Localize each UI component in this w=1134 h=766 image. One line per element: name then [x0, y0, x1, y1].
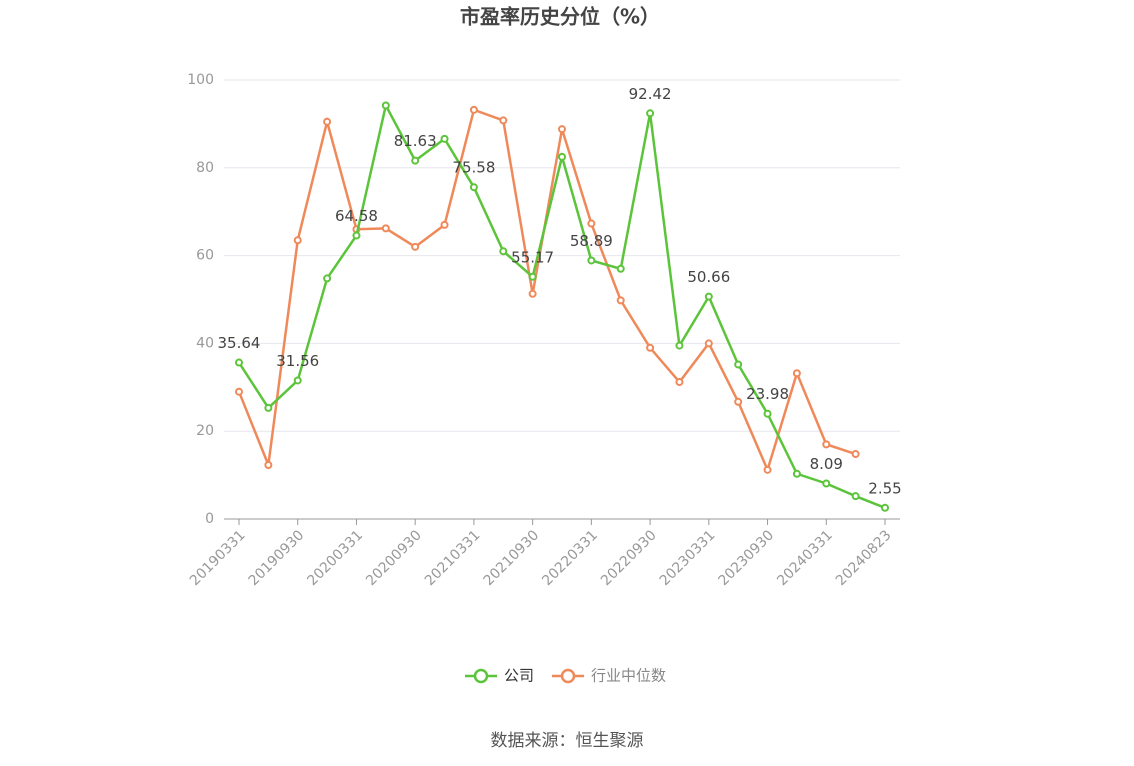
- point: [675, 378, 684, 387]
- point: [528, 272, 537, 281]
- x-tick-label: 20210930: [481, 527, 543, 589]
- point: [646, 109, 655, 118]
- point: [763, 465, 772, 474]
- point: [792, 369, 801, 378]
- point: [704, 292, 713, 301]
- data-label: 23.98: [746, 385, 789, 403]
- legend-label: 公司: [504, 667, 534, 685]
- y-tick-label: 20: [196, 423, 214, 439]
- x-tick-label: 20230930: [715, 527, 777, 589]
- point: [616, 296, 625, 305]
- y-tick-label: 100: [187, 72, 214, 88]
- data-label: 50.66: [687, 268, 730, 286]
- point: [851, 492, 860, 501]
- point: [734, 397, 743, 406]
- legend-marker: [473, 668, 489, 684]
- point: [558, 125, 566, 134]
- x-tick-label: 20190930: [246, 527, 308, 589]
- data-label: 92.42: [629, 85, 672, 103]
- point: [646, 343, 655, 352]
- point: [293, 376, 302, 385]
- y-tick-label: 0: [205, 511, 214, 527]
- x-tick-label: 20240331: [774, 527, 836, 589]
- data-label: 55.17: [511, 248, 554, 266]
- legend-marker: [560, 668, 576, 684]
- point: [587, 256, 596, 265]
- x-tick-label: 20220331: [539, 527, 601, 589]
- point: [264, 461, 273, 470]
- point: [381, 101, 390, 110]
- data-label: 75.58: [452, 159, 495, 177]
- data-label: 64.58: [335, 207, 378, 225]
- series-line: [237, 101, 886, 509]
- data-label: 58.89: [570, 232, 613, 250]
- x-tick-label: 20220930: [598, 527, 660, 589]
- x-tick-label: 20200331: [304, 527, 366, 589]
- point: [411, 242, 420, 251]
- point: [558, 152, 566, 161]
- point: [587, 219, 596, 228]
- point: [323, 117, 332, 126]
- data-label: 8.09: [810, 455, 843, 473]
- point: [881, 503, 889, 512]
- point: [264, 403, 273, 412]
- source: 数据来源：恒生聚源: [491, 731, 644, 751]
- y-tick-label: 60: [196, 248, 214, 264]
- point: [352, 231, 361, 240]
- x-tick-label: 20200930: [363, 527, 425, 589]
- point: [235, 387, 243, 396]
- point: [469, 105, 478, 114]
- data-label: 2.55: [868, 479, 901, 497]
- data-label: 81.63: [394, 132, 437, 150]
- point: [440, 134, 449, 143]
- point: [822, 440, 831, 449]
- point: [499, 116, 508, 125]
- x-tick-label: 20230331: [657, 527, 719, 589]
- point: [528, 289, 537, 298]
- chart-title: 市盈率历史分位（%）: [460, 5, 660, 29]
- point: [381, 224, 390, 233]
- x-tick-label: 20210331: [422, 527, 484, 589]
- point: [616, 264, 625, 273]
- point: [792, 469, 801, 478]
- point: [235, 358, 243, 367]
- x-tick-label: 20190331: [187, 527, 249, 589]
- point: [822, 479, 831, 488]
- x-tick-label: 20240823: [833, 527, 895, 589]
- point: [704, 339, 713, 348]
- point: [734, 360, 743, 369]
- series-line: [237, 108, 857, 474]
- point: [440, 220, 449, 229]
- point: [763, 409, 772, 418]
- point: [293, 236, 302, 245]
- point: [323, 274, 332, 283]
- y-tick-label: 40: [196, 335, 214, 351]
- point: [675, 341, 684, 350]
- point: [411, 156, 420, 165]
- point: [499, 247, 508, 256]
- legend-label: 行业中位数: [591, 667, 666, 685]
- point: [469, 183, 478, 192]
- data-label: 35.64: [218, 334, 261, 352]
- y-tick-label: 80: [196, 160, 214, 176]
- point: [851, 450, 860, 459]
- data-label: 31.56: [276, 352, 319, 370]
